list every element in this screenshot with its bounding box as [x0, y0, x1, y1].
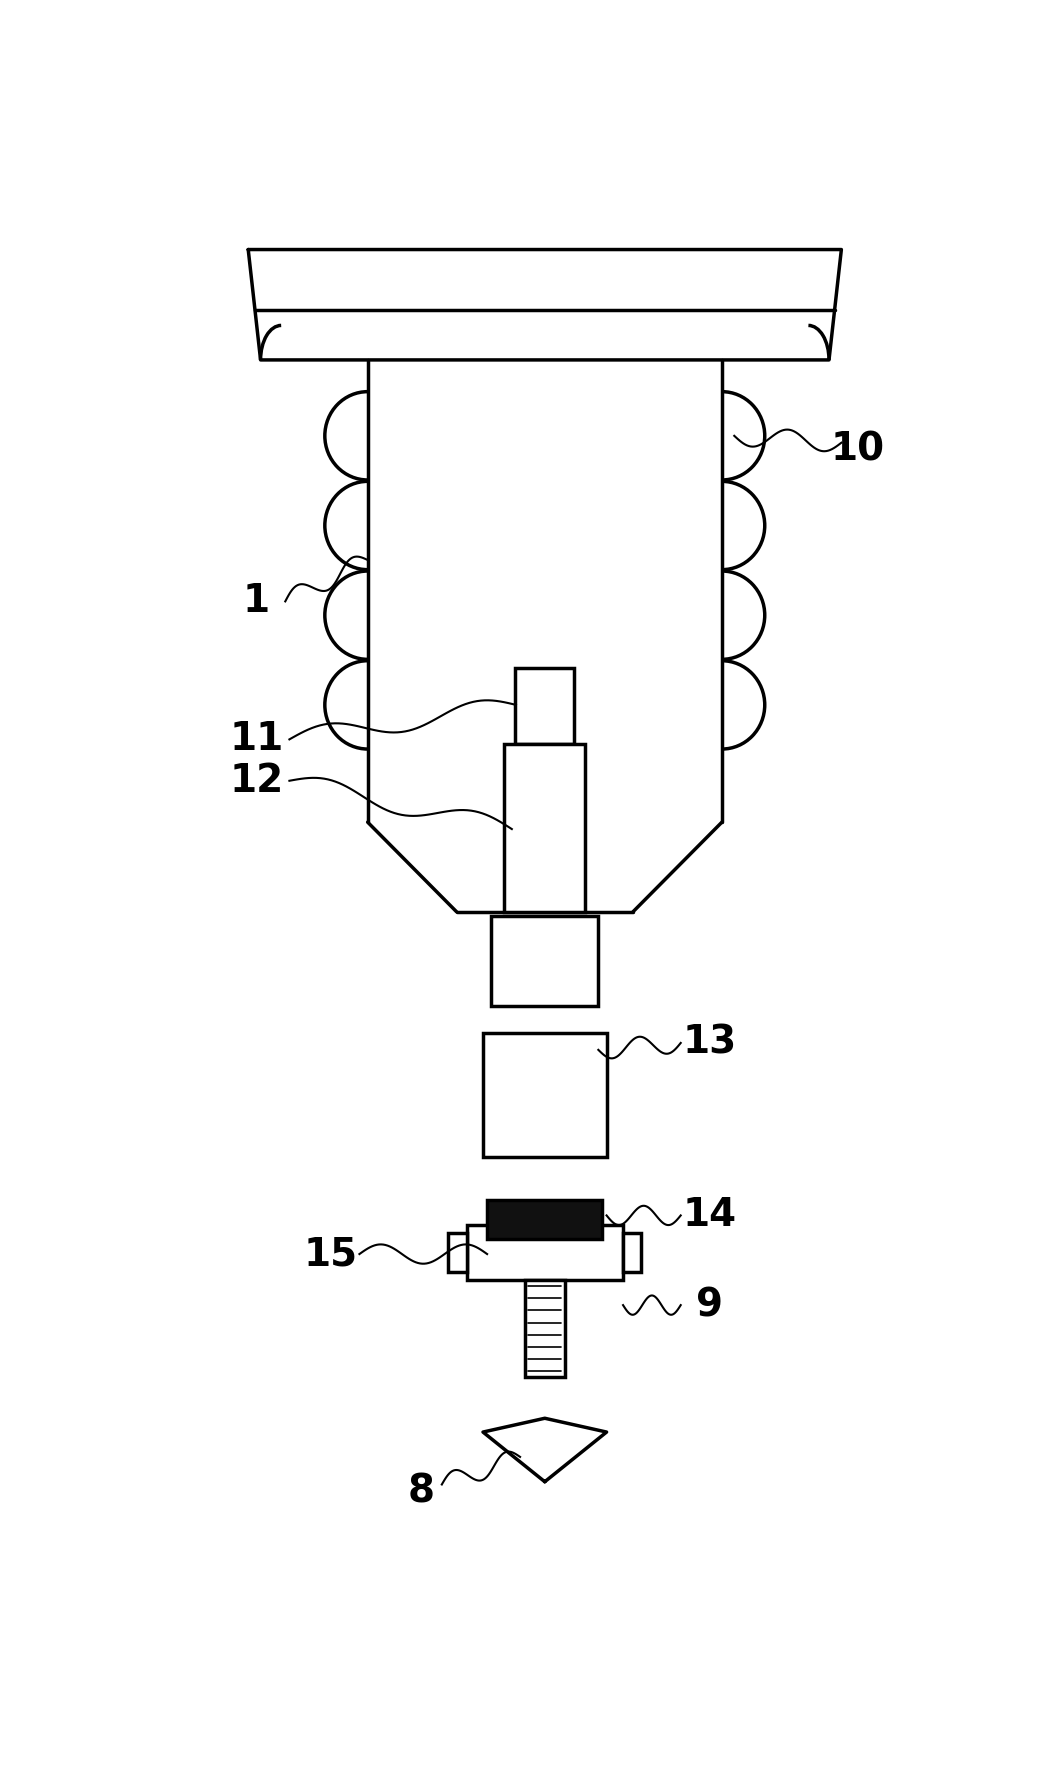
Bar — [467, 1226, 623, 1279]
Bar — [525, 1279, 564, 1376]
Bar — [449, 1233, 467, 1272]
Polygon shape — [249, 249, 842, 360]
Text: 14: 14 — [682, 1197, 737, 1235]
Text: 11: 11 — [230, 720, 284, 758]
Bar — [505, 744, 585, 912]
Text: 1: 1 — [242, 582, 270, 620]
Text: 13: 13 — [682, 1023, 737, 1063]
Text: 15: 15 — [304, 1235, 357, 1272]
Text: 9: 9 — [696, 1287, 723, 1324]
Text: 8: 8 — [408, 1473, 435, 1511]
Polygon shape — [483, 1417, 607, 1482]
Text: 12: 12 — [230, 762, 284, 799]
Bar — [487, 1201, 603, 1238]
Bar — [623, 1233, 641, 1272]
Bar — [483, 1034, 607, 1158]
Bar — [491, 916, 598, 1005]
Text: 10: 10 — [831, 430, 884, 470]
Bar — [516, 668, 574, 744]
